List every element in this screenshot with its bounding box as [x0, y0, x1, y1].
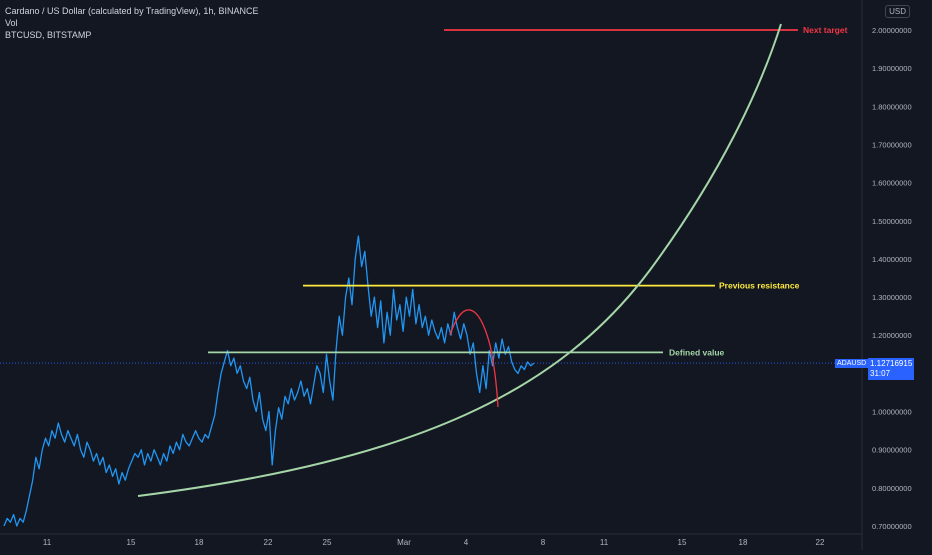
annotation-label-previous-resistance: Previous resistance [719, 281, 800, 291]
legend-compare-symbol[interactable]: BTCUSD, BITSTAMP [5, 30, 92, 40]
bar-countdown: 31:07 [870, 369, 891, 378]
y-tick-label: 1.00000000 [872, 408, 912, 417]
x-tick-label: Mar [397, 538, 411, 547]
last-price-value: 1.12716915 [870, 359, 913, 368]
price-series-line [3, 235, 535, 527]
y-tick-label: 1.30000000 [872, 293, 912, 302]
x-tick-label: 18 [195, 538, 204, 547]
y-tick-label: 0.90000000 [872, 446, 912, 455]
last-price-badge: 1.12716915 31:07 [868, 358, 914, 380]
x-tick-label: 4 [464, 538, 469, 547]
rounded-top-arc [449, 309, 499, 408]
annotation-label-next-target: Next target [803, 25, 848, 35]
legend-volume[interactable]: Vol [5, 18, 18, 28]
currency-badge[interactable]: USD [885, 5, 910, 18]
chart-legend: Cardano / US Dollar (calculated by Tradi… [5, 5, 258, 41]
x-tick-label: 22 [264, 538, 273, 547]
annotation-label-defined-value: Defined value [669, 347, 725, 357]
y-tick-label: 1.90000000 [872, 64, 912, 73]
y-tick-label: 0.80000000 [872, 484, 912, 493]
x-tick-label: 15 [678, 538, 687, 547]
y-tick-label: 1.40000000 [872, 255, 912, 264]
x-tick-label: 22 [816, 538, 825, 547]
y-tick-label: 2.00000000 [872, 26, 912, 35]
symbol-badge: ADAUSD [835, 359, 869, 368]
x-tick-label: 11 [43, 538, 52, 547]
parabolic-curve [137, 23, 782, 497]
x-tick-label: 11 [600, 538, 609, 547]
y-tick-label: 1.20000000 [872, 331, 912, 340]
x-tick-label: 8 [541, 538, 546, 547]
y-tick-label: 1.80000000 [872, 102, 912, 111]
x-tick-label: 15 [127, 538, 136, 547]
x-tick-label: 18 [739, 538, 748, 547]
y-tick-label: 0.70000000 [872, 522, 912, 531]
x-tick-label: 25 [323, 538, 332, 547]
y-tick-label: 1.60000000 [872, 179, 912, 188]
legend-symbol-title[interactable]: Cardano / US Dollar (calculated by Tradi… [5, 6, 259, 16]
y-tick-label: 1.50000000 [872, 217, 912, 226]
y-tick-label: 1.70000000 [872, 140, 912, 149]
